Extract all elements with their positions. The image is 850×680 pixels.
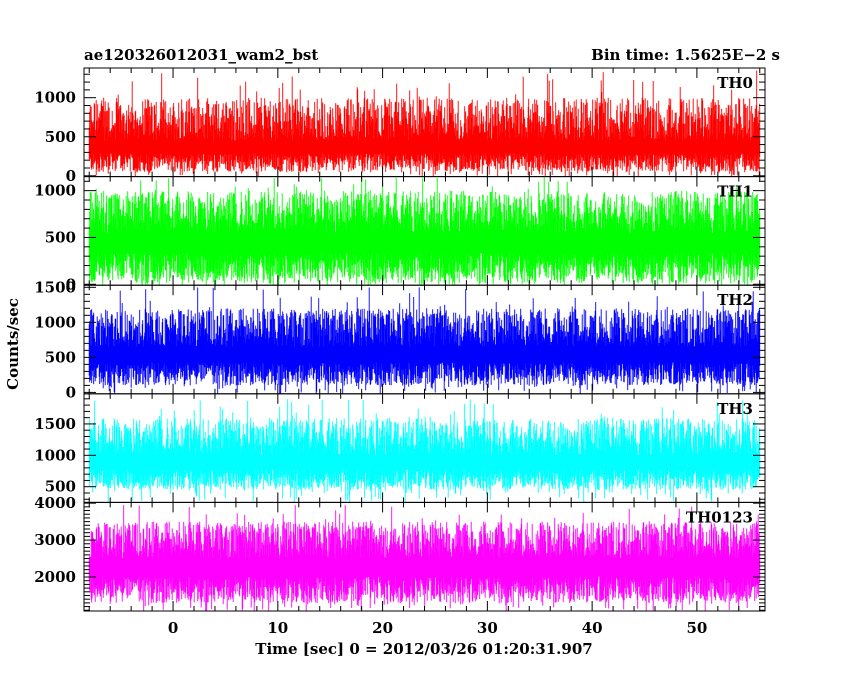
series-th0 bbox=[88, 70, 761, 177]
series-th1 bbox=[88, 176, 761, 286]
series-th0123 bbox=[88, 505, 761, 611]
y-tick-label: 4000 bbox=[34, 494, 76, 512]
panel-th1: 0 500 1000 TH1 bbox=[34, 176, 766, 293]
panel-label-th1: TH1 bbox=[717, 183, 753, 201]
x-tick-label: 40 bbox=[582, 619, 603, 637]
y-axis-label: Counts/sec bbox=[4, 298, 22, 390]
y-tick-label: 500 bbox=[45, 128, 76, 146]
x-tick-label: 50 bbox=[686, 619, 707, 637]
panel-th3: 500 1000 1500 TH3 bbox=[34, 393, 766, 503]
panel-label-th0123: TH0123 bbox=[686, 508, 753, 526]
y-tick-label: 0 bbox=[66, 275, 76, 293]
y-tick-label: 3000 bbox=[34, 531, 76, 549]
x-tick-label: 0 bbox=[168, 619, 178, 637]
bin-time-label: Bin time: 1.5625E−2 s bbox=[591, 46, 780, 64]
x-tick-label: 20 bbox=[372, 619, 393, 637]
y-tick-label: 1000 bbox=[34, 182, 76, 200]
y-tick-label: 1000 bbox=[34, 313, 76, 331]
x-axis-label: Time [sec] 0 = 2012/03/26 01:20:31.907 bbox=[255, 640, 592, 658]
panel-label-th0: TH0 bbox=[717, 74, 753, 92]
y-tick-label: 1000 bbox=[34, 89, 76, 107]
y-tick-label: 500 bbox=[45, 478, 76, 496]
y-tick-label: 500 bbox=[45, 228, 76, 246]
panel-label-th3: TH3 bbox=[717, 400, 753, 418]
series-th3 bbox=[88, 398, 761, 503]
y-tick-label: 2000 bbox=[34, 568, 76, 586]
y-tick-label: 1500 bbox=[34, 415, 76, 433]
x-tick-label: 30 bbox=[477, 619, 498, 637]
panel-th0123: 2000 3000 4000 TH0123 bbox=[34, 494, 766, 612]
panel-label-th2: TH2 bbox=[717, 291, 753, 309]
panel-th0: 0 500 1000 TH0 bbox=[34, 67, 766, 185]
y-tick-label: 1500 bbox=[34, 278, 76, 296]
chart-title: ae120326012031_wam2_bst bbox=[84, 46, 318, 64]
panel-th2: 0 500 1000 1500 TH2 bbox=[34, 278, 766, 401]
series-th2 bbox=[88, 287, 761, 394]
y-tick-label: 0 bbox=[66, 383, 76, 401]
y-tick-label: 1000 bbox=[34, 446, 76, 464]
y-tick-label: 500 bbox=[45, 348, 76, 366]
x-tick-label: 10 bbox=[267, 619, 288, 637]
y-tick-label: 0 bbox=[66, 167, 76, 185]
